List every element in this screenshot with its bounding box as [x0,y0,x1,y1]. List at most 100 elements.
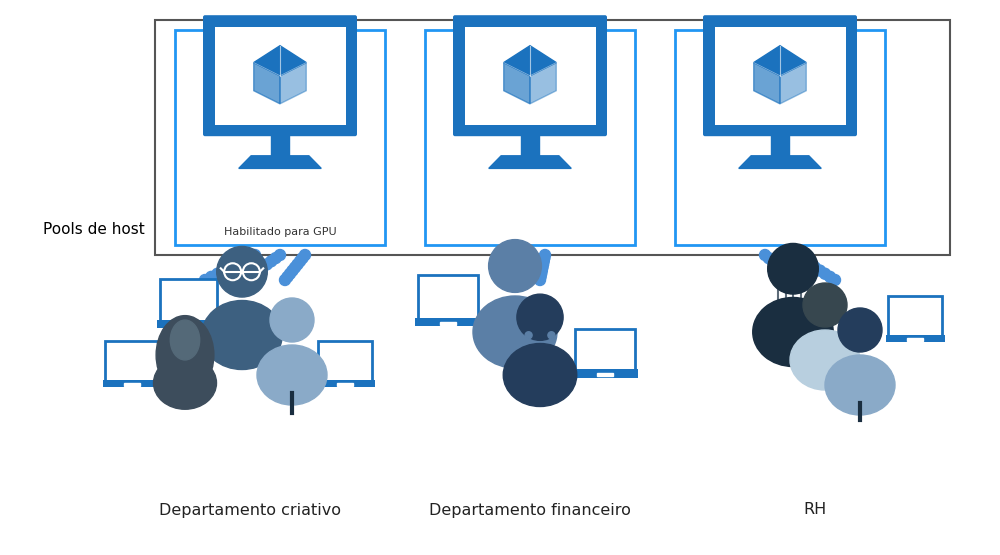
Circle shape [511,256,522,267]
Circle shape [538,256,549,267]
Text: Pools de host: Pools de host [43,223,145,238]
Circle shape [270,298,314,342]
Polygon shape [254,63,280,104]
Polygon shape [504,63,530,104]
Circle shape [838,308,882,352]
Circle shape [280,275,290,285]
Circle shape [534,275,546,285]
Bar [180,324,196,326]
Circle shape [297,253,308,264]
Circle shape [810,262,820,273]
Bar [271,134,289,156]
Circle shape [513,268,524,279]
Bar [907,338,923,341]
Circle shape [814,265,826,276]
FancyBboxPatch shape [703,15,857,136]
FancyBboxPatch shape [572,370,638,378]
Circle shape [253,265,264,276]
Bar [425,30,635,245]
Circle shape [240,275,251,285]
Ellipse shape [257,345,327,405]
FancyBboxPatch shape [886,335,944,342]
Ellipse shape [825,355,895,415]
Polygon shape [489,156,571,168]
Circle shape [794,253,806,264]
Circle shape [510,250,520,260]
Bar [597,374,613,376]
Circle shape [525,332,532,339]
Circle shape [266,256,277,267]
Text: Habilitado para GPU: Habilitado para GPU [224,227,336,237]
FancyBboxPatch shape [465,27,596,125]
Ellipse shape [790,330,860,390]
Text: Departamento financeiro: Departamento financeiro [429,502,631,517]
Circle shape [218,265,229,276]
Bar [155,20,950,255]
Circle shape [539,253,550,264]
Circle shape [217,246,267,297]
FancyBboxPatch shape [157,320,219,327]
FancyBboxPatch shape [714,27,846,125]
Circle shape [517,294,563,340]
Circle shape [510,253,521,264]
Circle shape [287,265,298,276]
Ellipse shape [753,297,833,366]
Circle shape [768,244,818,294]
Polygon shape [530,63,556,104]
Circle shape [804,259,816,270]
Ellipse shape [202,300,282,370]
Circle shape [763,253,774,264]
Bar [771,134,789,156]
Ellipse shape [154,357,216,409]
Circle shape [300,250,310,260]
Circle shape [244,271,255,282]
Circle shape [285,268,296,279]
Circle shape [782,268,793,279]
Circle shape [248,268,259,279]
Circle shape [294,256,306,267]
Circle shape [512,262,523,273]
Polygon shape [280,63,306,104]
FancyBboxPatch shape [888,296,942,336]
Circle shape [767,256,778,267]
Polygon shape [754,63,780,104]
Circle shape [536,268,547,279]
Circle shape [537,262,548,273]
Circle shape [292,259,303,270]
Circle shape [786,271,797,282]
Circle shape [199,275,210,285]
Circle shape [540,250,550,260]
Circle shape [290,262,300,273]
Circle shape [212,268,223,279]
Circle shape [261,259,272,270]
Circle shape [535,271,546,282]
Ellipse shape [473,296,557,368]
Ellipse shape [170,320,200,360]
Bar [337,383,353,386]
Circle shape [270,253,281,264]
Circle shape [760,250,770,260]
FancyBboxPatch shape [214,27,346,125]
Circle shape [830,275,840,285]
Bar [440,321,456,325]
Circle shape [511,259,522,270]
Circle shape [538,259,549,270]
Circle shape [243,253,254,264]
Circle shape [824,271,836,282]
Circle shape [800,256,811,267]
FancyBboxPatch shape [316,380,375,387]
Bar [675,30,885,245]
Circle shape [231,259,242,270]
Circle shape [536,265,547,276]
Text: Departamento criativo: Departamento criativo [159,502,341,517]
FancyBboxPatch shape [415,317,480,326]
Polygon shape [754,46,806,75]
Circle shape [774,262,786,273]
Ellipse shape [156,316,214,395]
FancyBboxPatch shape [103,380,162,387]
FancyBboxPatch shape [105,341,159,381]
FancyBboxPatch shape [453,15,607,136]
Circle shape [206,271,217,282]
Polygon shape [739,156,821,168]
Circle shape [514,275,526,285]
